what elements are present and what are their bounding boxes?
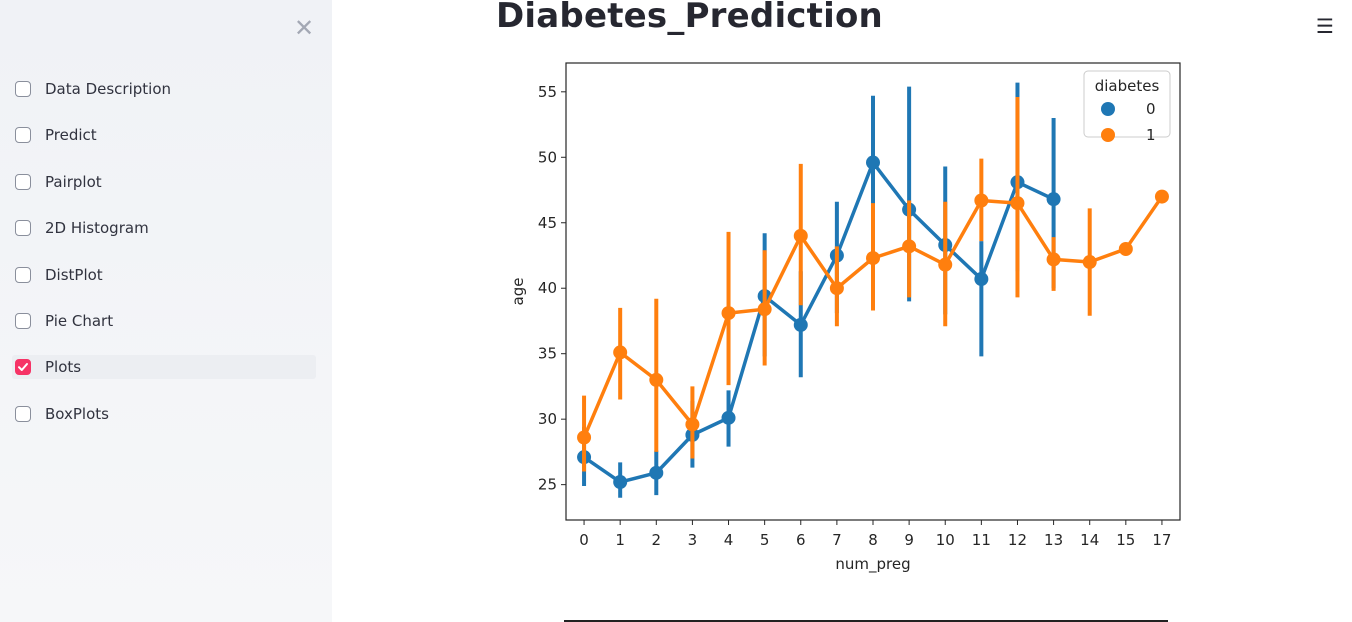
legend-marker: [1101, 128, 1115, 142]
checkbox-icon[interactable]: [15, 406, 31, 422]
sidebar-item-predict[interactable]: Predict: [12, 123, 316, 147]
sidebar-item-pairplot[interactable]: Pairplot: [12, 170, 316, 194]
data-point: [685, 417, 700, 432]
data-point: [974, 272, 989, 287]
x-tick-label: 13: [1044, 531, 1063, 549]
series-1: [577, 97, 1169, 472]
data-point: [866, 251, 880, 266]
y-tick-label: 40: [538, 279, 557, 297]
data-point: [793, 317, 808, 332]
close-icon[interactable]: ✕: [294, 14, 315, 42]
sidebar-item-label: Predict: [45, 126, 97, 144]
x-tick-label: 7: [832, 531, 842, 549]
data-point: [1046, 252, 1061, 267]
y-tick-label: 50: [538, 148, 557, 166]
series-line: [583, 160, 1055, 484]
x-tick-label: 15: [1116, 531, 1135, 549]
data-point: [1118, 241, 1133, 256]
legend-marker: [1101, 102, 1115, 116]
checkmark-icon: [18, 363, 28, 371]
sidebar-item-plots[interactable]: Plots: [12, 355, 316, 379]
x-tick-label: 10: [936, 531, 955, 549]
data-point: [866, 155, 880, 170]
x-tick-label: 8: [868, 531, 878, 549]
legend-entry: 1: [1146, 126, 1156, 144]
y-tick-label: 55: [538, 83, 557, 101]
sidebar: ✕ Data Description Predict Pairplot 2D H…: [0, 0, 332, 622]
y-tick-label: 45: [538, 214, 557, 232]
sidebar-item-label: BoxPlots: [45, 405, 109, 423]
next-figure-border: [564, 620, 1168, 622]
y-tick-label: 25: [538, 476, 557, 494]
sidebar-item-pie-chart[interactable]: Pie Chart: [12, 309, 316, 333]
x-tick-label: 5: [760, 531, 770, 549]
data-point: [721, 306, 736, 321]
series-0: [577, 82, 1061, 498]
data-point: [938, 257, 953, 272]
x-tick-label: 0: [579, 531, 589, 549]
y-tick-label: 35: [538, 345, 557, 363]
sidebar-item-distplot[interactable]: DistPlot: [12, 263, 316, 287]
data-point: [1154, 189, 1169, 204]
data-point: [1046, 192, 1061, 207]
data-point: [613, 345, 628, 360]
sidebar-item-label: 2D Histogram: [45, 219, 149, 237]
checkbox-icon[interactable]: [15, 174, 31, 190]
x-axis-label: num_preg: [835, 555, 910, 574]
x-tick-label: 3: [688, 531, 698, 549]
sidebar-item-label: DistPlot: [45, 266, 103, 284]
sidebar-item-data-description[interactable]: Data Description: [12, 77, 316, 101]
x-tick-label: 14: [1080, 531, 1099, 549]
x-tick-label: 1: [615, 531, 625, 549]
sidebar-item-label: Pairplot: [45, 173, 102, 191]
x-tick-label: 2: [652, 531, 662, 549]
data-point: [721, 410, 736, 425]
y-tick-label: 30: [538, 410, 557, 428]
x-tick-label: 6: [796, 531, 806, 549]
data-point: [902, 239, 917, 254]
legend-entry: 0: [1146, 100, 1156, 118]
hamburger-menu-icon[interactable]: ☰: [1316, 14, 1334, 38]
data-point: [649, 372, 664, 387]
data-point: [577, 430, 592, 445]
checkbox-icon[interactable]: [15, 127, 31, 143]
sidebar-item-label: Data Description: [45, 80, 172, 98]
legend-title: diabetes: [1095, 77, 1160, 95]
data-point: [1082, 255, 1097, 270]
page-title: Diabetes_Prediction: [496, 0, 883, 36]
checkbox-icon[interactable]: [15, 313, 31, 329]
checkbox-icon[interactable]: [15, 81, 31, 97]
checkbox-icon[interactable]: [15, 220, 31, 236]
data-point: [974, 193, 989, 208]
sidebar-item-label: Plots: [45, 358, 82, 376]
legend-box: [1083, 70, 1171, 138]
data-point: [829, 281, 844, 296]
data-point: [1010, 196, 1025, 211]
data-point: [757, 302, 772, 317]
checkbox-checked-icon[interactable]: [15, 359, 31, 375]
data-point: [793, 228, 808, 243]
data-point: [649, 465, 664, 480]
x-tick-label: 4: [724, 531, 734, 549]
sidebar-item-2d-histogram[interactable]: 2D Histogram: [12, 216, 316, 240]
sidebar-item-label: Pie Chart: [45, 312, 114, 330]
data-point: [613, 475, 628, 490]
sidebar-item-boxplots[interactable]: BoxPlots: [12, 402, 316, 426]
x-tick-label: 9: [904, 531, 914, 549]
y-axis-label: age: [509, 278, 527, 306]
checkbox-icon[interactable]: [15, 267, 31, 283]
x-tick-label: 11: [972, 531, 991, 549]
x-tick-label: 17: [1152, 531, 1171, 549]
x-tick-label: 12: [1008, 531, 1027, 549]
